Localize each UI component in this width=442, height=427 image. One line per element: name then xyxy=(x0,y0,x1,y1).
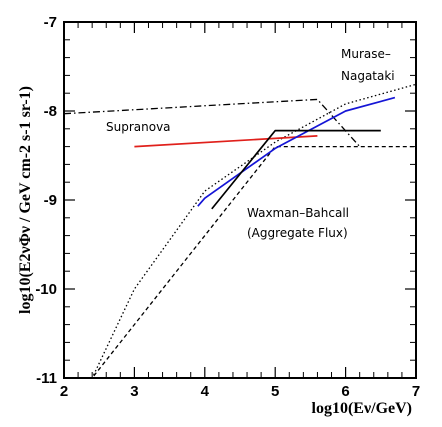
x-axis-title: log10(Eν/GeV) xyxy=(312,400,412,417)
y-tick-label: -10 xyxy=(35,281,57,298)
annotation-supranova: Supranova xyxy=(106,120,171,134)
series-line-red-model xyxy=(134,135,318,148)
y-tick-label: -11 xyxy=(36,370,57,387)
x-tick-label: 2 xyxy=(60,383,68,400)
y-tick-label: -8 xyxy=(44,103,57,120)
x-tick-label: 6 xyxy=(341,383,349,400)
series-layer xyxy=(64,83,416,378)
y-axis-title: log10(E2νΦν / GeV cm-2 s-1 sr-1) xyxy=(17,86,34,314)
annotation-murase-line2: Nagataki xyxy=(341,69,395,83)
annotation-aggregate-flux: (Aggregate Flux) xyxy=(247,226,348,240)
annotation-waxman-bahcall: Waxman–Bahcall xyxy=(247,206,349,220)
axis-ticks xyxy=(63,21,417,379)
y-tick-label: -7 xyxy=(44,14,57,31)
y-tick-label: -9 xyxy=(44,192,57,209)
x-tick-label: 5 xyxy=(271,383,279,400)
series-line-waxman-bahcall xyxy=(91,145,416,378)
tick-labels: 2 3 4 5 6 7 -11 -10 -9 -8 -7 xyxy=(35,14,420,400)
series-line-blue-model xyxy=(197,96,396,207)
series-line-black-model xyxy=(211,129,381,210)
x-tick-label: 7 xyxy=(412,383,420,400)
x-tick-label: 3 xyxy=(130,383,138,400)
annotation-murase-line1: Murase– xyxy=(341,47,391,61)
series-line-murase xyxy=(91,83,416,378)
x-tick-label: 4 xyxy=(201,383,210,400)
